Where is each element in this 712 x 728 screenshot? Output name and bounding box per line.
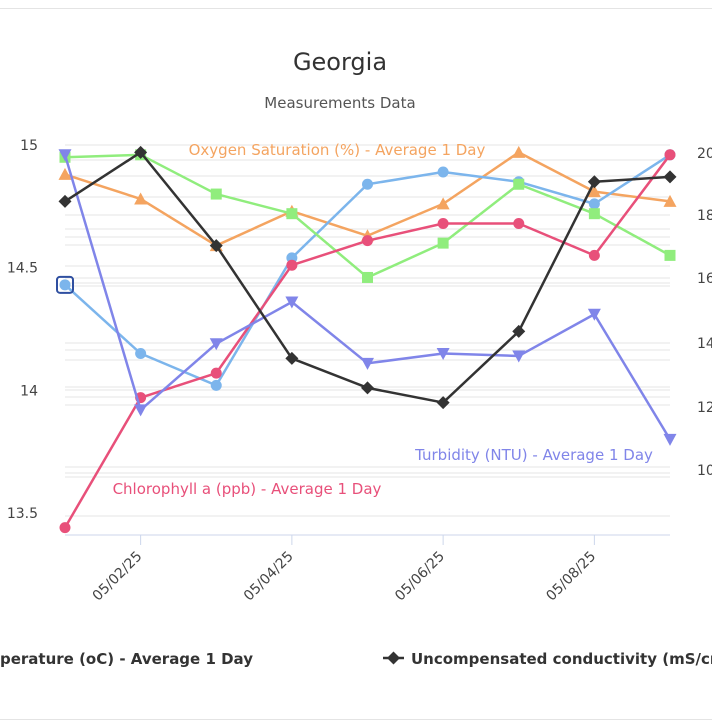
legend-label: Uncompensated conductivity (mS/cm) <box>411 650 712 668</box>
data-point <box>285 351 299 365</box>
x-tick-label: 05/06/25 <box>392 549 448 605</box>
data-point <box>663 194 677 207</box>
data-point <box>437 237 449 249</box>
series-5 <box>58 149 677 446</box>
y-right-tick-label: 20 <box>697 146 712 162</box>
legend[interactable]: perature (oC) - Average 1 Day Uncompensat… <box>0 650 712 668</box>
data-point <box>663 170 677 184</box>
series-line <box>64 153 671 279</box>
data-point <box>59 522 71 534</box>
frame-bottom-border <box>0 719 712 720</box>
data-point <box>209 338 223 351</box>
data-point <box>588 249 600 261</box>
y-right-tick-label: 18 <box>697 208 712 224</box>
y-left-tick-label: 15 <box>20 138 38 154</box>
data-point <box>134 404 148 417</box>
data-point <box>664 149 676 161</box>
series-annotation: Chlorophyll a (ppb) - Average 1 Day <box>113 480 382 498</box>
data-point <box>436 396 450 410</box>
data-point <box>587 175 601 189</box>
data-point <box>587 308 601 321</box>
y-axis-right: 20 18 16 14 12 10 <box>697 146 712 479</box>
data-point <box>437 166 449 178</box>
y-right-tick-label: 14 <box>697 336 712 352</box>
data-point <box>59 279 71 291</box>
x-axis: 05/02/25 05/04/25 05/06/25 05/08/25 <box>90 535 599 605</box>
data-point <box>362 271 373 283</box>
series-annotation: Turbidity (NTU) - Average 1 Day <box>414 446 653 464</box>
data-point <box>285 296 299 309</box>
data-point <box>134 192 148 205</box>
data-point <box>210 367 222 379</box>
data-point <box>512 350 526 363</box>
y-right-tick-label: 16 <box>697 271 712 287</box>
data-point <box>512 324 526 338</box>
data-point <box>135 348 147 360</box>
data-point <box>512 145 526 158</box>
data-point <box>210 379 222 391</box>
x-tick-label: 05/04/25 <box>241 549 297 605</box>
series-3 <box>59 149 676 283</box>
data-point <box>286 208 298 220</box>
data-point <box>663 433 677 446</box>
data-point <box>436 197 450 210</box>
data-point <box>362 178 373 190</box>
data-point <box>664 249 676 261</box>
data-point <box>58 167 72 180</box>
legend-item-temperature[interactable]: perature (oC) - Average 1 Day <box>0 650 253 668</box>
legend-marker <box>387 651 400 665</box>
chart-title: Georgia <box>293 48 387 76</box>
y-left-tick-label: 14.5 <box>7 261 38 277</box>
annotations: Oxygen Saturation (%) - Average 1 Day Tur… <box>113 141 653 498</box>
data-point <box>588 198 600 210</box>
data-point <box>134 145 148 159</box>
data-point <box>286 259 298 271</box>
data-point <box>588 208 600 220</box>
frame-top-border <box>0 8 712 9</box>
series-group <box>56 145 677 534</box>
chart-subtitle: Measurements Data <box>264 94 415 112</box>
legend-item-conductivity[interactable]: Uncompensated conductivity (mS/cm) <box>383 650 712 668</box>
data-point <box>513 217 525 229</box>
data-point <box>437 217 449 229</box>
y-left-tick-label: 13.5 <box>7 506 38 522</box>
data-point <box>436 348 450 361</box>
y-right-tick-label: 10 <box>697 463 712 479</box>
data-point <box>513 178 525 190</box>
data-point <box>362 235 373 247</box>
y-axis-left: 15 14.5 14 13.5 <box>7 138 38 522</box>
x-tick-label: 05/02/25 <box>90 549 146 605</box>
y-left-tick-label: 14 <box>20 383 38 399</box>
y-right-tick-label: 12 <box>697 400 712 416</box>
grid-lines <box>65 144 670 536</box>
data-point <box>210 188 222 200</box>
data-point <box>587 185 601 198</box>
data-point <box>209 239 223 253</box>
x-tick-label: 05/08/25 <box>543 549 599 605</box>
series-annotation: Oxygen Saturation (%) - Average 1 Day <box>189 141 486 159</box>
data-point <box>361 357 374 370</box>
highlighted-point[interactable] <box>56 275 74 294</box>
data-point <box>58 149 72 162</box>
series-6 <box>58 145 677 410</box>
data-point <box>58 194 72 208</box>
data-point <box>361 381 374 395</box>
